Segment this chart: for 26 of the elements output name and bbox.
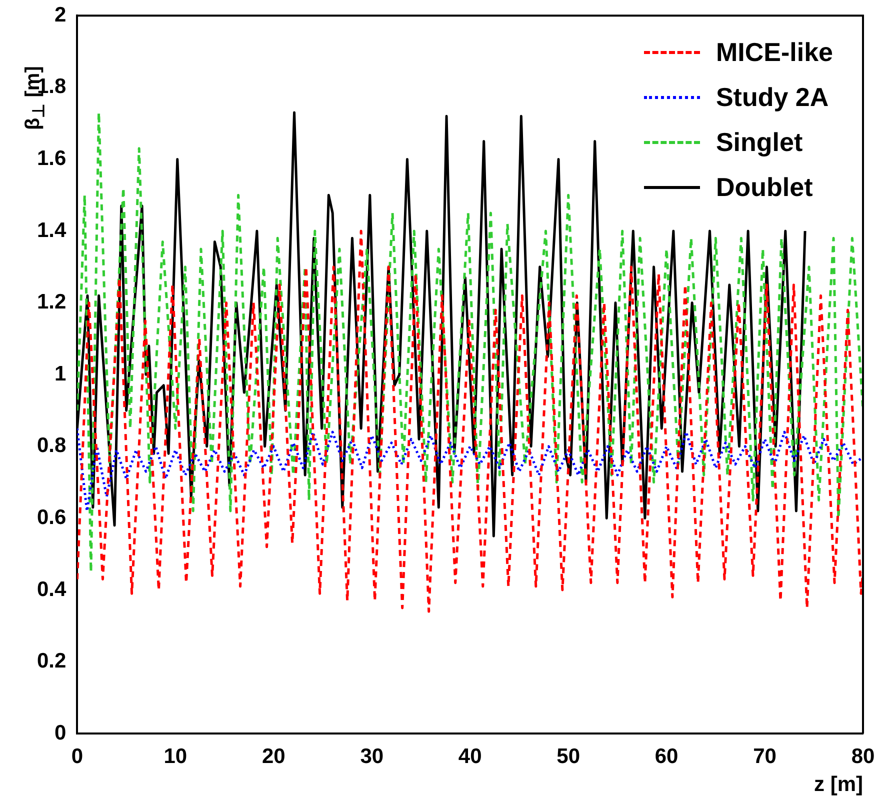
y-tick-label: 1.6 — [36, 146, 66, 170]
y-tick-label: 2 — [54, 3, 66, 26]
y-tick-label: 0.8 — [36, 434, 67, 458]
line-series — [77, 427, 863, 512]
legend-label: Study 2A — [716, 82, 829, 113]
y-tick-label: 1 — [54, 362, 67, 386]
x-tick-label: 60 — [654, 744, 678, 768]
y-tick-label: 0.6 — [36, 506, 66, 529]
legend-label: Singlet — [716, 127, 803, 158]
y-tick-label: 1.4 — [36, 218, 67, 242]
x-tick-label: 30 — [360, 744, 384, 768]
x-tick-label: 50 — [556, 744, 580, 768]
x-axis-title: z [m] — [814, 773, 863, 796]
x-tick-label: 40 — [458, 744, 482, 768]
x-tick-label: 80 — [851, 744, 875, 768]
line-series — [77, 230, 863, 613]
legend-label: MICE-like — [716, 37, 833, 68]
x-tick-label: 10 — [164, 744, 188, 768]
x-tick-label: 0 — [71, 744, 84, 768]
y-tick-label: 0.4 — [36, 578, 67, 601]
y-tick-label: 0.2 — [36, 650, 66, 673]
y-tick-label: 1.2 — [36, 290, 66, 314]
x-tick-label: 20 — [262, 744, 286, 768]
y-tick-label: 0 — [54, 721, 66, 744]
legend-label: Doublet — [716, 172, 813, 203]
x-tick-label: 70 — [753, 744, 776, 768]
